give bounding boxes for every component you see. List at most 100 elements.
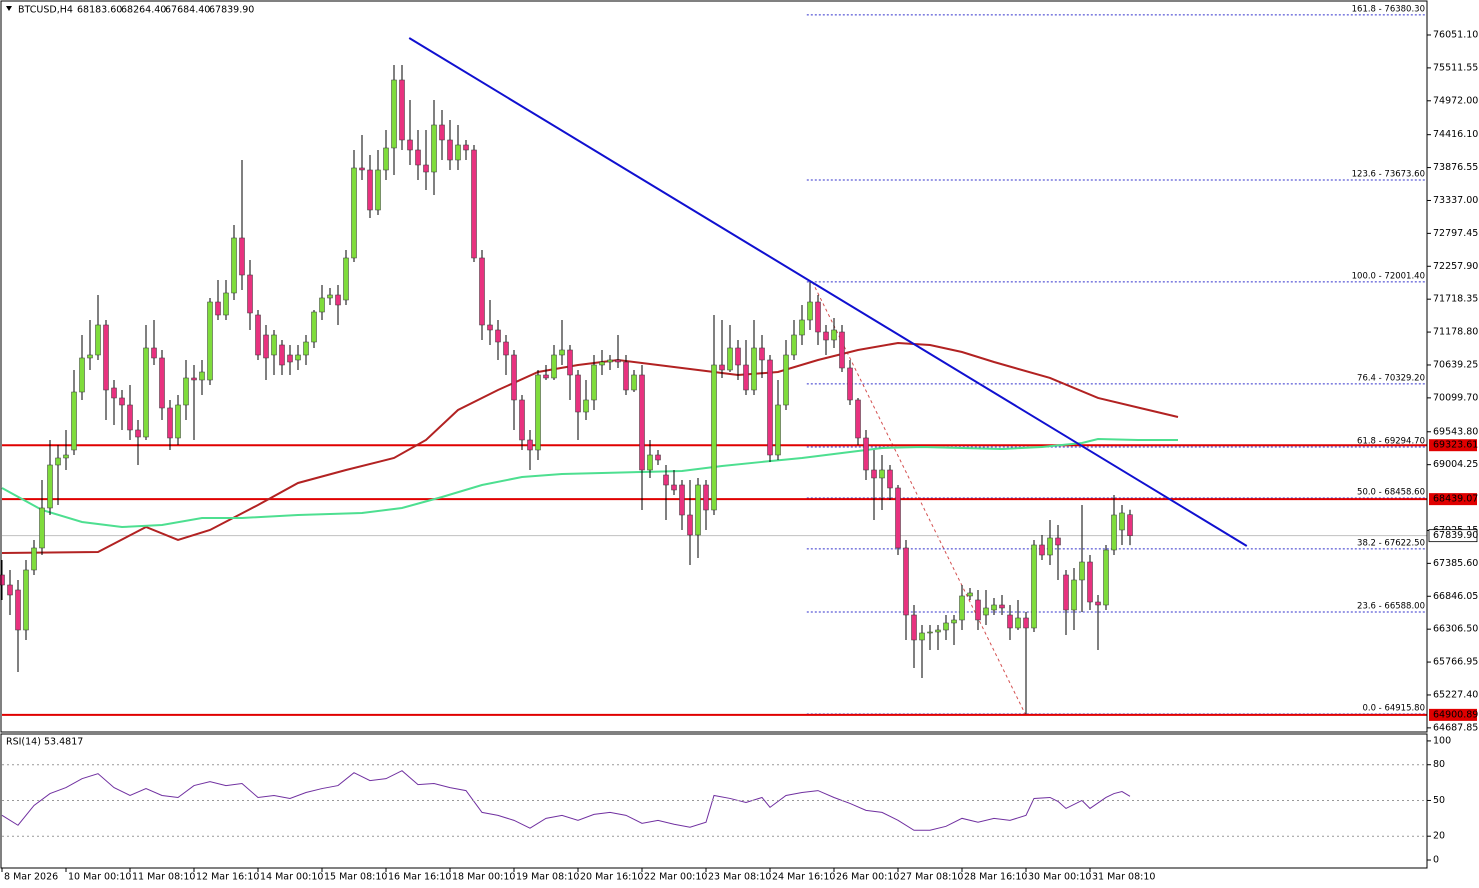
candle-body xyxy=(207,301,213,381)
ohlc-low: 67684.40 xyxy=(165,5,210,16)
candle-body xyxy=(183,377,189,406)
candle-body xyxy=(527,439,533,451)
candle-body xyxy=(0,574,5,586)
candle-body xyxy=(343,257,349,301)
candle-body xyxy=(1047,537,1053,556)
x-tick-label: 27 Mar 08:10 xyxy=(900,872,963,883)
candle-body xyxy=(1015,617,1021,629)
y-tick-label: 74416.10 xyxy=(1433,129,1478,140)
candle-body xyxy=(503,341,509,356)
candle-body xyxy=(447,139,453,161)
candle-body xyxy=(615,359,621,363)
x-tick-label: 30 Mar 00:10 xyxy=(1028,872,1091,883)
x-tick-label: 8 Mar 2026 xyxy=(4,872,58,883)
rsi-line xyxy=(1,770,1131,831)
candle-body xyxy=(1071,579,1077,611)
y-tick-label: 73876.55 xyxy=(1433,162,1478,173)
candle-body xyxy=(543,374,549,379)
candle-body xyxy=(639,374,645,471)
candle-body xyxy=(839,331,845,369)
fib-label: 100.0 - 72001.40 xyxy=(1352,271,1425,281)
candle-body xyxy=(999,604,1005,609)
candle-body xyxy=(151,347,157,359)
x-tick-label: 11 Mar 08:10 xyxy=(132,872,195,883)
y-tick-label: 70639.25 xyxy=(1433,359,1478,370)
candle-body xyxy=(431,124,437,173)
candle-body xyxy=(263,334,269,359)
rsi-value: 53.4817 xyxy=(44,737,83,748)
candle-body xyxy=(695,484,701,536)
candle-body xyxy=(1031,544,1037,629)
candle-body xyxy=(1055,537,1061,546)
candle-body xyxy=(1111,514,1117,551)
candle-body xyxy=(319,297,325,313)
candle-body xyxy=(519,399,525,441)
candle-body xyxy=(39,507,45,549)
candle-body xyxy=(791,334,797,356)
candle-body xyxy=(1007,614,1013,629)
candle-body xyxy=(351,167,357,259)
candle-body xyxy=(439,124,445,141)
candle-body xyxy=(399,79,405,141)
price-label-box xyxy=(1429,708,1477,721)
fib-label: 76.4 - 70329.20 xyxy=(1357,373,1425,383)
candle-body xyxy=(991,604,997,611)
candle-body xyxy=(1079,561,1085,581)
rsi-name: RSI(14) xyxy=(6,737,41,748)
candle-body xyxy=(719,364,725,371)
candle-body xyxy=(279,344,285,366)
rsi-pane-border xyxy=(0,733,1428,869)
last-price-box xyxy=(1428,529,1478,543)
x-tick-label: 20 Mar 16:10 xyxy=(580,872,643,883)
y-tick-label: 64687.85 xyxy=(1433,722,1478,733)
candle-body xyxy=(807,301,813,321)
candle-body xyxy=(855,399,861,439)
candle-body xyxy=(47,464,53,509)
y-tick-label: 66306.50 xyxy=(1433,624,1478,635)
trendline xyxy=(408,37,1248,547)
candle-body xyxy=(247,274,253,314)
candle-body xyxy=(335,294,341,306)
candle-body xyxy=(847,367,853,401)
x-tick-label: 31 Mar 08:10 xyxy=(1092,872,1155,883)
candle-body xyxy=(167,407,173,439)
candle-body xyxy=(239,237,245,276)
candle-body xyxy=(23,569,29,631)
candle-body xyxy=(1039,544,1045,556)
fib-label: 61.8 - 69294.70 xyxy=(1357,436,1425,446)
candle-body xyxy=(159,357,165,409)
candle-body xyxy=(679,484,685,516)
candle-body xyxy=(967,592,973,597)
fib-label: 23.6 - 66588.00 xyxy=(1357,602,1425,612)
last-price-label: 67839.90 xyxy=(1433,530,1478,541)
candle-body xyxy=(295,354,301,361)
rsi-tick-label: 0 xyxy=(1433,855,1439,866)
candle-body xyxy=(471,149,477,259)
candle-body xyxy=(887,469,893,489)
candle-body xyxy=(759,347,765,361)
candle-body xyxy=(567,349,573,376)
y-tick-label: 65766.95 xyxy=(1433,657,1478,668)
candle-body xyxy=(583,399,589,413)
candle-body xyxy=(815,301,821,333)
price-label: 69323.61 xyxy=(1433,440,1478,451)
candle-body xyxy=(911,614,917,641)
candle-body xyxy=(255,314,261,356)
candle-body xyxy=(135,429,141,438)
main-pane-border xyxy=(0,0,1428,733)
y-tick-label: 72257.90 xyxy=(1433,261,1478,272)
candle-body xyxy=(87,354,93,359)
candle-body xyxy=(1103,549,1109,606)
y-tick-label: 74972.00 xyxy=(1433,95,1478,106)
candle-body xyxy=(215,301,221,316)
candle-body xyxy=(831,329,837,341)
candle-body xyxy=(799,319,805,336)
candle-body xyxy=(199,371,205,381)
candle-body xyxy=(103,324,109,391)
candle-body xyxy=(655,454,661,461)
candle-body xyxy=(143,347,149,438)
x-tick-label: 16 Mar 16:10 xyxy=(388,872,451,883)
rsi-tick-label: 80 xyxy=(1433,759,1445,770)
y-tick-label: 69004.25 xyxy=(1433,459,1478,470)
